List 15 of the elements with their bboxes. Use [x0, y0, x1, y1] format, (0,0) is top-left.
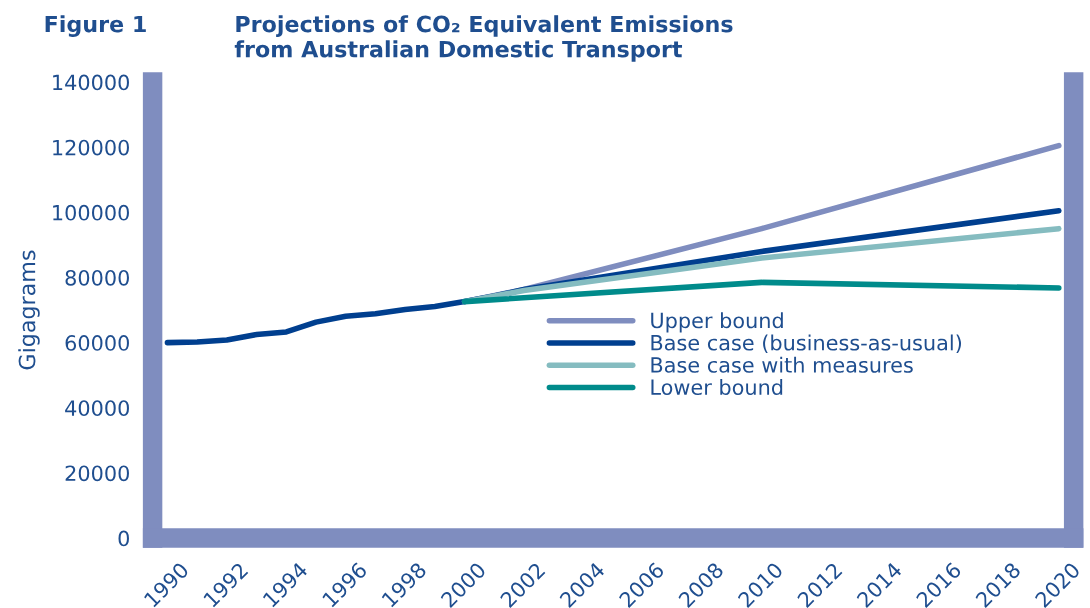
y-tick-label: 40000 [65, 400, 129, 417]
legend-label: Base case with measures [651, 356, 913, 373]
legend-label: Base case (business-as-usual) [651, 334, 962, 354]
y-tick-label: 80000 [65, 269, 129, 286]
caption: Figure 1 [45, 15, 146, 37]
legend-label: Lower bound [651, 378, 783, 396]
y-tick-label: 20000 [65, 465, 129, 482]
y-axis-title: Gigagrams [18, 250, 40, 370]
chart-title: Projections of CO₂ Equivalent Emissions from Australian Domestic Transport [234, 15, 733, 62]
y-tick-label: 60000 [65, 335, 129, 351]
legend-label: Upper bound [651, 312, 783, 333]
y-tick-label: 100000 [53, 204, 129, 221]
y-tick-label: 120000 [53, 139, 129, 156]
y-tick-label: 140000 [53, 74, 129, 91]
y-tick-label: 0 [118, 530, 129, 547]
